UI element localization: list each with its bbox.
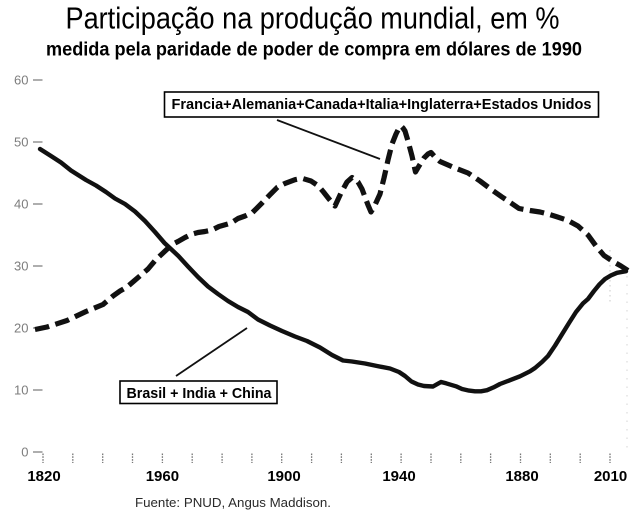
- svg-text:60: 60: [14, 73, 28, 88]
- svg-text:1940: 1940: [382, 468, 415, 485]
- svg-text:10: 10: [14, 383, 28, 398]
- svg-text:1900: 1900: [267, 468, 300, 485]
- svg-text:medida pela paridade de poder: medida pela paridade de poder de compra …: [46, 40, 582, 61]
- svg-text:1880: 1880: [505, 468, 538, 485]
- svg-text:30: 30: [14, 259, 28, 274]
- svg-text:Fuente: PNUD, Angus Maddison.: Fuente: PNUD, Angus Maddison.: [135, 495, 331, 510]
- svg-text:1960: 1960: [146, 468, 179, 485]
- svg-text:Francia+Alemania+Canada+Italia: Francia+Alemania+Canada+Italia+Inglaterr…: [172, 97, 592, 113]
- svg-text:50: 50: [14, 135, 28, 150]
- svg-text:20: 20: [14, 321, 28, 336]
- svg-text:0: 0: [21, 445, 28, 460]
- svg-text:Brasil + India + China: Brasil + India + China: [127, 385, 273, 402]
- svg-text:Participação na produção mundi: Participação na produção mundial, em %: [66, 1, 560, 36]
- svg-text:1820: 1820: [27, 468, 60, 485]
- svg-text:2010: 2010: [594, 468, 627, 485]
- svg-text:40: 40: [14, 197, 28, 212]
